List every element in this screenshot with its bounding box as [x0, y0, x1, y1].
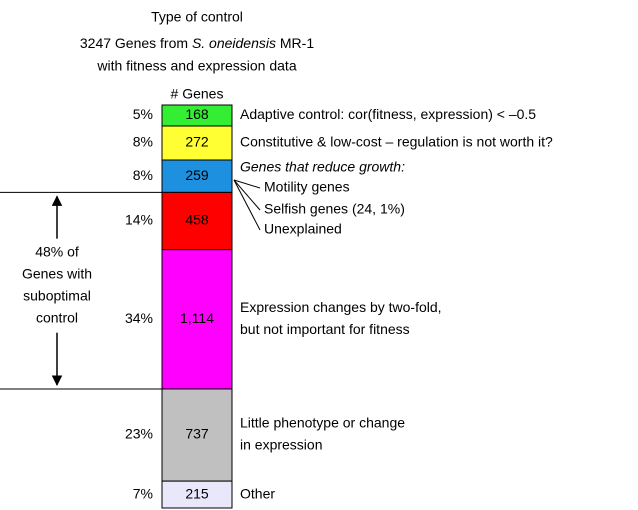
value-label: 272 — [185, 134, 209, 150]
bracket-label: 48% of — [35, 243, 79, 259]
bar-segment — [161, 191, 233, 251]
value-label: 737 — [185, 426, 209, 442]
value-label: 215 — [185, 485, 209, 501]
subtitle-part: S. oneidensis — [192, 35, 276, 51]
description: Adaptive control: cor(fitness, expressio… — [240, 106, 536, 122]
subtitle-part: 3247 Genes from — [80, 35, 192, 51]
value-label: 1,114 — [180, 310, 214, 326]
subtitle-part: MR-1 — [276, 35, 314, 51]
percent-label: 8% — [133, 167, 153, 183]
percent-label: 14% — [125, 212, 153, 228]
leader-line — [233, 179, 261, 189]
description: in expression — [240, 437, 323, 453]
percent-label: 23% — [125, 426, 153, 442]
sub-item: Selfish genes (24, 1%) — [264, 201, 405, 217]
subtitle: 3247 Genes from S. oneidensis MR-1 — [80, 35, 314, 51]
description: Constitutive & low-cost – regulation is … — [240, 134, 553, 150]
bracket-label: control — [36, 309, 78, 325]
percent-label: 8% — [133, 134, 153, 150]
description: Expression changes by two-fold, — [240, 299, 442, 315]
description: Little phenotype or change — [240, 415, 405, 431]
chart-title: Type of control — [151, 9, 243, 25]
bracket-label: Genes with — [22, 265, 92, 281]
description: Genes that reduce growth: — [240, 159, 405, 175]
bar-segment — [161, 249, 233, 390]
value-label: 259 — [185, 167, 209, 183]
value-label: 168 — [185, 106, 209, 122]
bracket-label: suboptimal — [23, 287, 91, 303]
bar-segment — [161, 159, 233, 193]
percent-label: 7% — [133, 485, 153, 501]
percent-label: 5% — [133, 106, 153, 122]
value-header: # Genes — [171, 86, 224, 102]
sub-item: Motility genes — [264, 179, 350, 195]
sub-item: Unexplained — [264, 221, 342, 237]
percent-label: 34% — [125, 310, 153, 326]
subtitle: with fitness and expression data — [96, 58, 296, 74]
description: but not important for fitness — [240, 321, 410, 337]
bar-segment — [161, 480, 233, 509]
bar-segment — [161, 125, 233, 161]
value-label: 458 — [185, 212, 209, 228]
description: Other — [240, 485, 275, 501]
leader-line — [233, 179, 261, 231]
leader-line — [233, 179, 261, 211]
